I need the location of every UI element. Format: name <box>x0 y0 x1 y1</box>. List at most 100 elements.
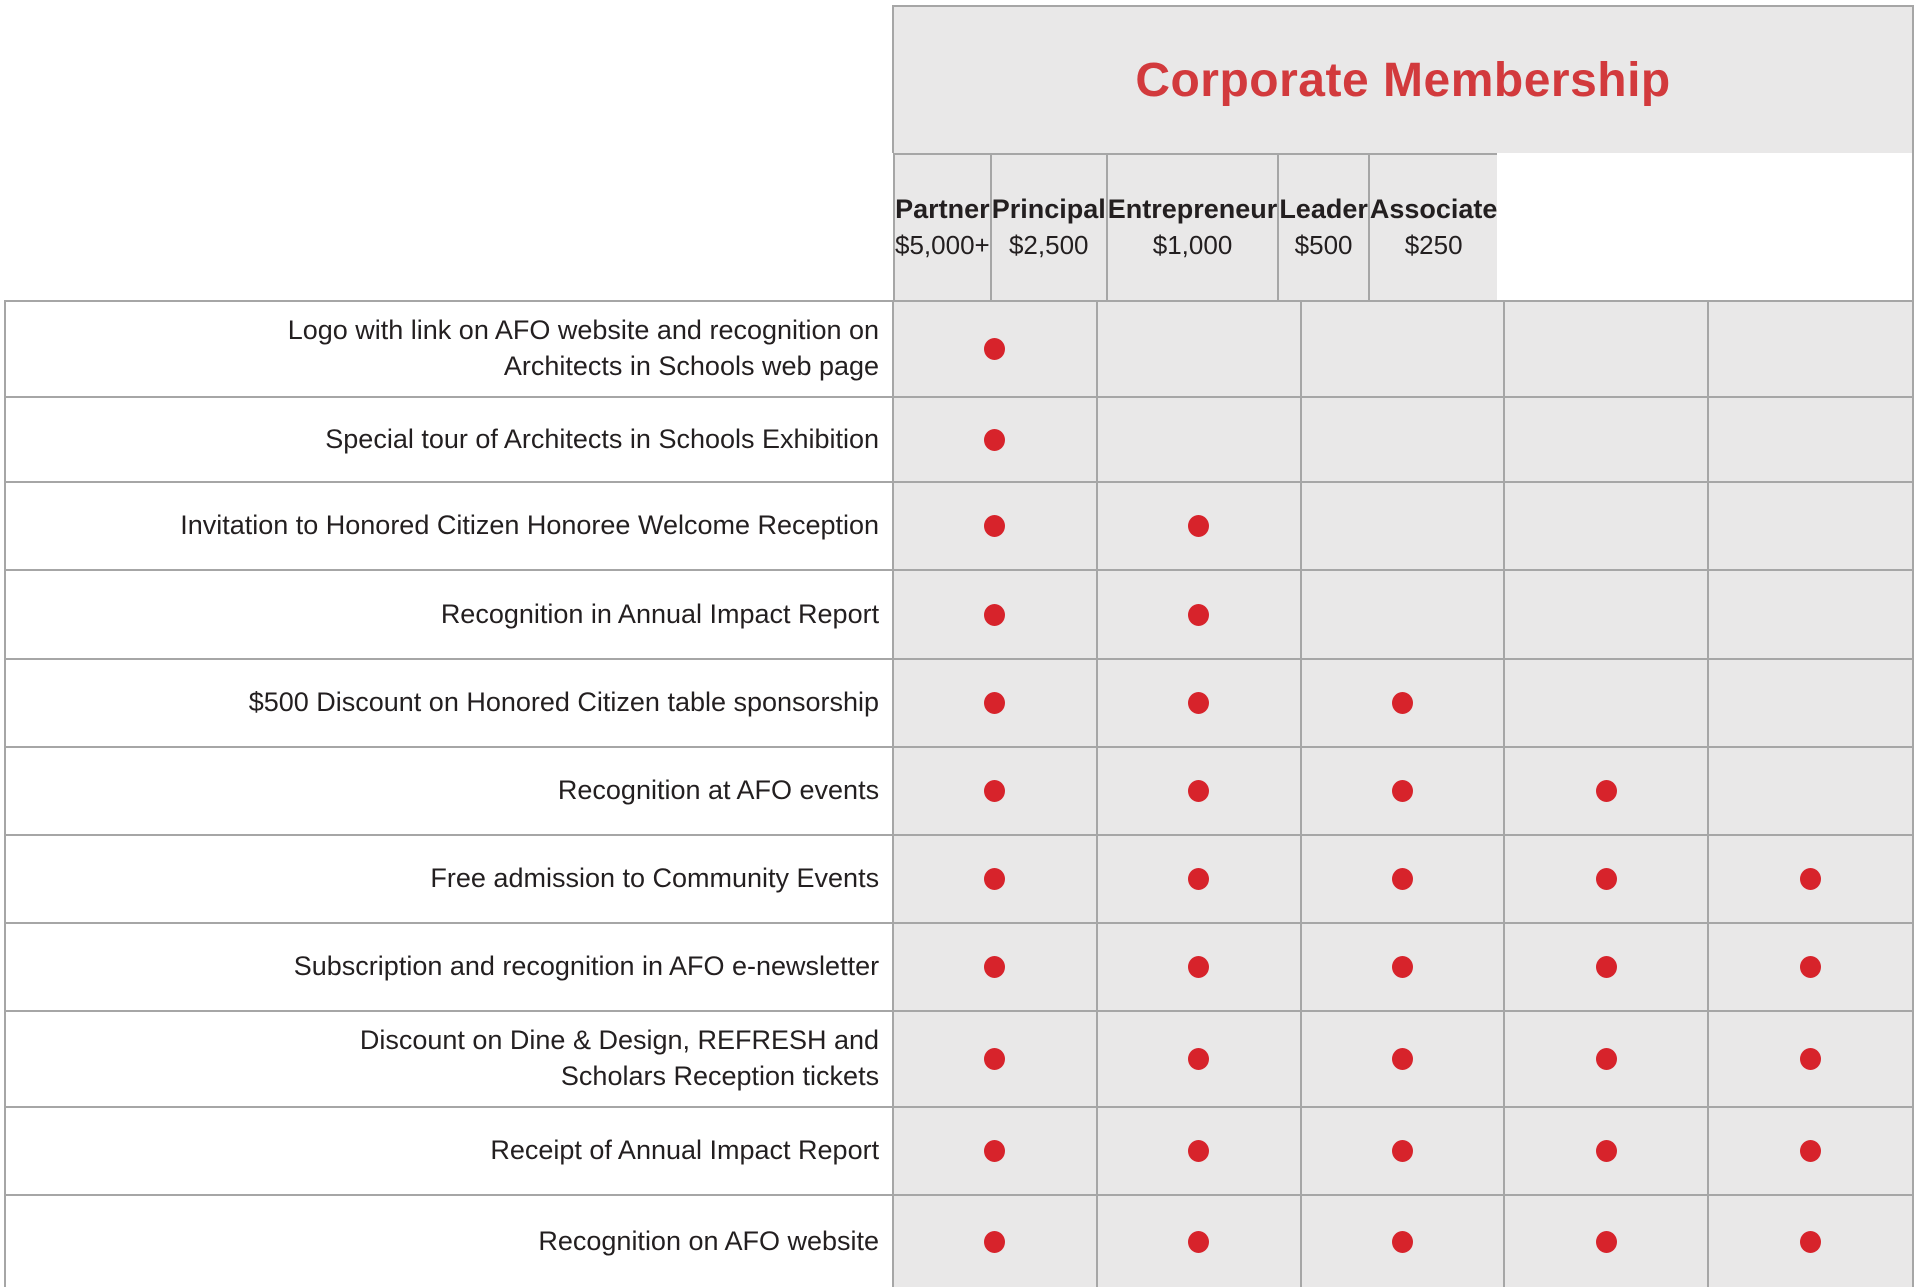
tier-header-spacer <box>4 153 893 300</box>
benefit-cell <box>1707 834 1912 922</box>
benefit-cell <box>1503 396 1708 481</box>
benefit-cell <box>1707 1010 1912 1106</box>
benefit-cell <box>1299 746 1504 834</box>
benefit-label: $500 Discount on Honored Citizen table s… <box>4 658 893 746</box>
included-dot-icon <box>1800 1140 1822 1162</box>
corporate-membership-header: Corporate Membership <box>892 5 1912 153</box>
benefit-cell <box>1095 834 1300 922</box>
benefit-cell <box>892 1010 1096 1106</box>
benefit-cell <box>1707 300 1912 396</box>
tier-name: Entrepreneur <box>1107 194 1278 225</box>
included-dot-icon <box>984 1140 1006 1162</box>
table-row: Invitation to Honored Citizen Honoree We… <box>4 481 1912 569</box>
tier-name: Associate <box>1369 194 1498 225</box>
benefit-cell <box>1095 1194 1300 1287</box>
table-row: Recognition at AFO events <box>4 746 1912 834</box>
included-dot-icon <box>1595 1230 1617 1253</box>
benefit-cell <box>1095 1106 1300 1194</box>
benefit-cell <box>1095 658 1300 746</box>
included-dot-icon <box>1595 956 1617 978</box>
benefit-cell <box>1299 1010 1504 1106</box>
benefit-cell <box>1503 300 1708 396</box>
tier-price: $250 <box>1404 230 1463 261</box>
included-dot-icon <box>1188 1230 1210 1253</box>
benefit-cell <box>1707 746 1912 834</box>
benefit-cell <box>1503 1010 1708 1106</box>
table-row: Discount on Dine & Design, REFRESH and S… <box>4 1010 1912 1106</box>
included-dot-icon <box>1595 868 1617 890</box>
included-dot-icon <box>1188 1140 1210 1162</box>
included-dot-icon <box>984 515 1006 537</box>
included-dot-icon <box>1188 1048 1210 1070</box>
table-row: Recognition in Annual Impact Report <box>4 569 1912 658</box>
benefit-cell <box>1095 396 1300 481</box>
benefit-cell <box>1299 658 1504 746</box>
tier-price: $2,500 <box>1008 230 1089 261</box>
benefit-cell <box>892 396 1096 481</box>
benefit-label: Invitation to Honored Citizen Honoree We… <box>4 481 893 569</box>
table-row: Receipt of Annual Impact Report <box>4 1106 1912 1194</box>
benefit-cell <box>1707 658 1912 746</box>
tier-header-associate: Associate $250 <box>1367 153 1498 300</box>
table-row: Subscription and recognition in AFO e-ne… <box>4 922 1912 1010</box>
included-dot-icon <box>1392 1230 1414 1253</box>
included-dot-icon <box>1800 868 1822 890</box>
benefit-cell <box>1707 1106 1912 1194</box>
tier-header-entrepreneur: Entrepreneur $1,000 <box>1105 153 1278 300</box>
benefit-cell <box>892 834 1096 922</box>
included-dot-icon <box>984 603 1006 626</box>
included-dot-icon <box>984 868 1006 890</box>
benefit-cell <box>892 1106 1096 1194</box>
title-row: Corporate Membership <box>4 5 1912 153</box>
tier-name: Partner <box>895 194 990 225</box>
included-dot-icon <box>1800 1230 1822 1253</box>
included-dot-icon <box>984 956 1006 978</box>
benefit-label: Recognition in Annual Impact Report <box>4 569 893 658</box>
benefit-cell <box>1503 481 1708 569</box>
tier-price: $5,000+ <box>895 230 990 261</box>
included-dot-icon <box>1188 692 1210 714</box>
tier-header-leader: Leader $500 <box>1277 153 1368 300</box>
benefit-cell <box>1503 1106 1708 1194</box>
included-dot-icon <box>1392 1140 1414 1162</box>
included-dot-icon <box>1595 1048 1617 1070</box>
benefit-cell <box>1707 396 1912 481</box>
benefit-cell <box>1503 834 1708 922</box>
table-row: Free admission to Community Events <box>4 834 1912 922</box>
tier-header-principal: Principal $2,500 <box>989 153 1106 300</box>
benefit-cell <box>1299 481 1504 569</box>
benefit-cell <box>1503 658 1708 746</box>
included-dot-icon <box>1188 868 1210 890</box>
benefit-label: Recognition at AFO events <box>4 746 893 834</box>
benefit-cell <box>892 746 1096 834</box>
tier-name: Leader <box>1279 194 1368 225</box>
benefit-cell <box>892 300 1096 396</box>
tier-header-partner: Partner $5,000+ <box>893 153 990 300</box>
table-row: Special tour of Architects in Schools Ex… <box>4 396 1912 481</box>
benefit-cell <box>1095 300 1300 396</box>
benefit-cell <box>1299 396 1504 481</box>
benefit-cell <box>1095 1010 1300 1106</box>
tier-header-row: Partner $5,000+ Principal $2,500 Entrepr… <box>4 153 1912 300</box>
included-dot-icon <box>984 780 1006 802</box>
benefit-cell <box>1503 569 1708 658</box>
included-dot-icon <box>1800 956 1822 978</box>
membership-benefits-table: Corporate Membership Partner $5,000+ Pri… <box>4 5 1914 1287</box>
included-dot-icon <box>1392 692 1414 714</box>
table-row: $500 Discount on Honored Citizen table s… <box>4 658 1912 746</box>
tier-name: Principal <box>991 194 1106 225</box>
benefit-label: Discount on Dine & Design, REFRESH and S… <box>4 1010 893 1106</box>
benefit-cell <box>1095 569 1300 658</box>
tier-price: $1,000 <box>1152 230 1233 261</box>
benefit-cell <box>892 1194 1096 1287</box>
benefit-label: Free admission to Community Events <box>4 834 893 922</box>
benefit-label: Receipt of Annual Impact Report <box>4 1106 893 1194</box>
included-dot-icon <box>984 338 1006 360</box>
benefit-cell <box>1299 834 1504 922</box>
included-dot-icon <box>1800 1048 1822 1070</box>
included-dot-icon <box>1188 956 1210 978</box>
benefit-label: Logo with link on AFO website and recogn… <box>4 300 893 396</box>
benefit-cell <box>892 569 1096 658</box>
benefit-cell <box>892 658 1096 746</box>
included-dot-icon <box>984 692 1006 714</box>
